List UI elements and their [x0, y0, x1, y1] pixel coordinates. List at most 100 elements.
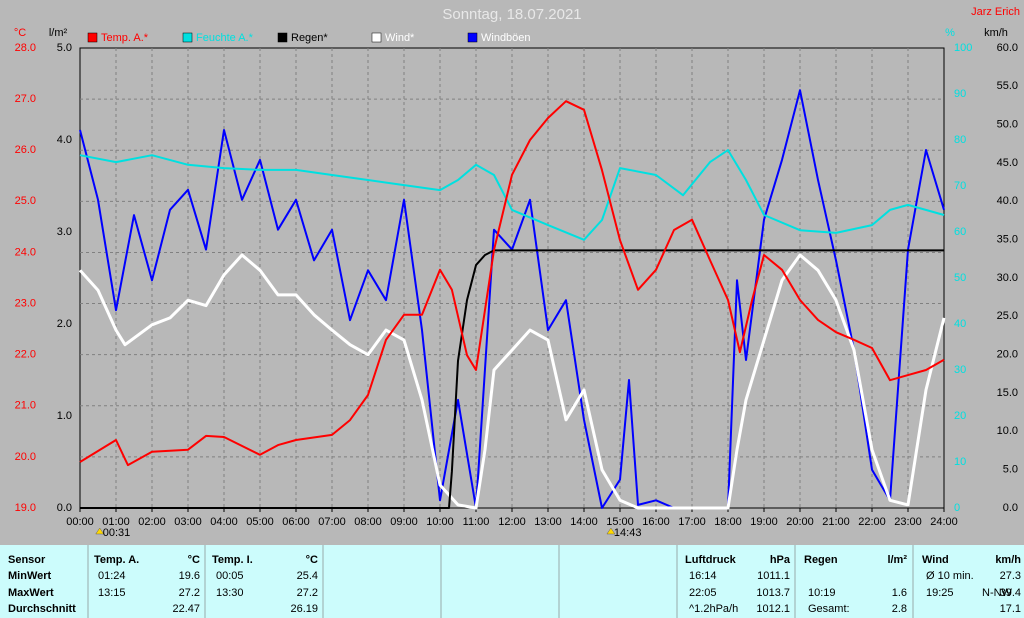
y-tick-label: 2.0 [57, 318, 72, 330]
table-cell: 17.1 [1000, 603, 1021, 615]
y-tick-label: 60 [954, 226, 966, 238]
y-tick-label: 19.0 [15, 502, 36, 514]
y-tick-label: 24.0 [15, 246, 36, 258]
y-tick-label: 5.0 [57, 42, 72, 54]
table-cell: 2.8 [892, 603, 907, 615]
x-tick-label: 16:00 [642, 516, 670, 528]
y-tick-label: 22.0 [15, 349, 36, 361]
x-tick-label: 03:00 [174, 516, 202, 528]
y-tick-label: 20.0 [15, 451, 36, 463]
y-tick-label: 21.0 [15, 400, 36, 412]
table-cell: 1012.1 [756, 603, 790, 615]
x-tick-label: 01:00 [102, 516, 130, 528]
table-row-label: Sensor [8, 554, 46, 566]
table-cell: 1013.7 [756, 587, 790, 599]
table-cell: ^1.2hPa/h [689, 603, 738, 615]
table-cell: N-NW [982, 587, 1013, 599]
table-bg [0, 545, 1024, 618]
y-tick-label: 10.0 [997, 425, 1018, 437]
table-cell: 27.2 [297, 587, 318, 599]
table-header: Regen [804, 554, 838, 566]
axis-unit: % [945, 27, 955, 39]
table-cell: Ø 10 min. [926, 570, 974, 582]
table-header: Wind [922, 554, 949, 566]
legend-label: Feuchte A.* [196, 32, 254, 44]
y-tick-label: 30.0 [997, 272, 1018, 284]
series-line [80, 249, 944, 509]
x-tick-label: 21:00 [822, 516, 850, 528]
x-tick-label: 11:00 [463, 516, 490, 528]
y-tick-label: 70 [954, 180, 966, 192]
legend-label: Windböen [481, 32, 531, 44]
y-tick-label: 0.0 [57, 502, 72, 514]
y-tick-label: 28.0 [15, 42, 36, 54]
author: Jarz Erich [971, 6, 1020, 18]
x-tick-label: 09:00 [390, 516, 418, 528]
y-tick-label: 4.0 [57, 134, 72, 146]
legend-swatch [87, 32, 98, 43]
y-tick-label: 45.0 [997, 157, 1018, 169]
x-tick-label: 07:00 [318, 516, 346, 528]
y-tick-label: 50.0 [997, 119, 1018, 131]
x-tick-label: 08:00 [354, 516, 382, 528]
table-unit: km/h [995, 554, 1021, 566]
table-cell: Gesamt: [808, 603, 850, 615]
table-cell: 39.4 [1000, 587, 1021, 599]
series-line [79, 100, 945, 467]
legend-swatch [371, 32, 382, 43]
table-cell: 26.19 [290, 603, 318, 615]
x-tick-label: 22:00 [858, 516, 886, 528]
y-tick-label: 26.0 [15, 144, 36, 156]
legend-label: Wind* [385, 32, 415, 44]
x-tick-label: 06:00 [282, 516, 310, 528]
y-tick-label: 100 [954, 42, 972, 54]
table-cell: 1011.1 [757, 570, 790, 582]
y-tick-label: 5.0 [1003, 464, 1018, 476]
y-tick-label: 55.0 [997, 80, 1018, 92]
table-cell: 22:05 [689, 587, 717, 599]
x-tick-label: 23:00 [894, 516, 922, 528]
legend-swatch [277, 32, 288, 43]
table-header: Luftdruck [685, 554, 737, 566]
table-cell: 01:24 [98, 570, 126, 582]
table-cell: 10:19 [808, 587, 836, 599]
y-tick-label: 40 [954, 318, 966, 330]
x-tick-label: 10:00 [426, 516, 454, 528]
table-cell: 19:25 [926, 587, 954, 599]
series-line [79, 149, 945, 241]
x-tick-label: 20:00 [786, 516, 814, 528]
y-tick-label: 0.0 [1003, 502, 1018, 514]
chart-title: Sonntag, 18.07.2021 [442, 6, 581, 23]
table-cell: 27.2 [179, 587, 200, 599]
x-tick-label: 24:00 [930, 516, 958, 528]
sun-marker [606, 527, 616, 535]
table-row-label: Durchschnitt [8, 603, 76, 615]
table-unit: °C [306, 554, 318, 566]
y-tick-label: 20 [954, 410, 966, 422]
x-tick-label: 00:00 [66, 516, 94, 528]
x-tick-label: 02:00 [138, 516, 166, 528]
series-line [78, 253, 946, 510]
x-tick-label: 15:00 [606, 516, 634, 528]
y-tick-label: 40.0 [997, 195, 1018, 207]
y-tick-label: 60.0 [997, 42, 1018, 54]
axis-unit: l/m² [49, 27, 68, 39]
table-cell: 25.4 [297, 570, 318, 582]
y-tick-label: 0 [954, 502, 960, 514]
x-tick-label: 17:00 [678, 516, 706, 528]
y-tick-label: 25.0 [15, 195, 36, 207]
y-tick-label: 3.0 [57, 226, 72, 238]
y-tick-label: 20.0 [997, 349, 1018, 361]
axis-unit: km/h [984, 27, 1008, 39]
y-tick-label: 27.0 [15, 93, 36, 105]
sun-marker [95, 527, 105, 535]
x-tick-label: 18:00 [714, 516, 742, 528]
x-tick-label: 12:00 [498, 516, 526, 528]
annotation-label: 14:43 [614, 527, 642, 539]
y-tick-label: 15.0 [997, 387, 1018, 399]
axis-unit: °C [14, 27, 26, 39]
table-cell: 1.6 [892, 587, 907, 599]
table-unit: °C [188, 554, 200, 566]
y-tick-label: 25.0 [997, 310, 1018, 322]
